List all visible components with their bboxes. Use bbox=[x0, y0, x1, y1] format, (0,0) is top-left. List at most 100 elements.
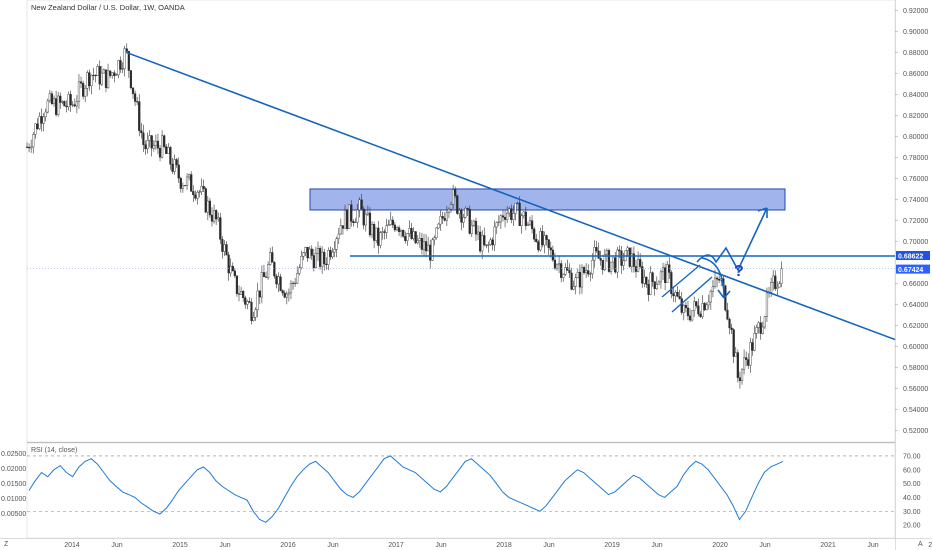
candle-body[interactable] bbox=[614, 257, 617, 273]
candle-body[interactable] bbox=[271, 252, 274, 263]
candle-body[interactable] bbox=[208, 200, 212, 216]
candle-body[interactable] bbox=[470, 225, 473, 234]
candle-body[interactable] bbox=[310, 248, 313, 256]
candle-body[interactable] bbox=[460, 210, 463, 223]
candle-body[interactable] bbox=[34, 123, 37, 135]
candle-body[interactable] bbox=[200, 186, 203, 193]
candle-body[interactable] bbox=[691, 310, 694, 321]
candle-body[interactable] bbox=[661, 267, 665, 273]
candle-body[interactable] bbox=[329, 250, 332, 258]
candle-body[interactable] bbox=[360, 199, 363, 210]
candle-body[interactable] bbox=[749, 342, 752, 366]
candle-body[interactable] bbox=[435, 227, 438, 238]
candle-body[interactable] bbox=[102, 69, 106, 74]
candle-body[interactable] bbox=[337, 233, 340, 239]
candle-body[interactable] bbox=[285, 293, 288, 298]
right-corner-letter[interactable]: A bbox=[918, 541, 923, 548]
resistance-zone[interactable] bbox=[309, 188, 786, 211]
candle-body[interactable] bbox=[250, 302, 253, 321]
candle-body[interactable] bbox=[38, 116, 41, 129]
candle-body[interactable] bbox=[400, 229, 403, 232]
candle-body[interactable] bbox=[325, 263, 328, 265]
candle-body[interactable] bbox=[757, 322, 760, 328]
candle-body[interactable] bbox=[439, 216, 442, 225]
candle-body[interactable] bbox=[129, 70, 133, 89]
candle-body[interactable] bbox=[780, 268, 783, 284]
candle-body[interactable] bbox=[202, 186, 205, 189]
candle-body[interactable] bbox=[298, 267, 301, 274]
projection-arrow-up-path[interactable] bbox=[696, 207, 768, 272]
candle-body[interactable] bbox=[306, 247, 309, 259]
candle-body[interactable] bbox=[52, 98, 56, 104]
candle-body[interactable] bbox=[248, 301, 251, 303]
candle-body[interactable] bbox=[181, 185, 184, 189]
candle-body[interactable] bbox=[510, 208, 513, 220]
channel-lower-line[interactable] bbox=[671, 276, 713, 313]
candle-body[interactable] bbox=[582, 267, 586, 273]
candle-body[interactable] bbox=[90, 74, 93, 87]
candle-body[interactable] bbox=[734, 352, 737, 357]
candle-body[interactable] bbox=[433, 237, 436, 241]
candle-body[interactable] bbox=[169, 147, 172, 165]
candle-body[interactable] bbox=[237, 293, 241, 295]
candle-body[interactable] bbox=[466, 208, 469, 210]
candle-body[interactable] bbox=[680, 298, 683, 313]
candle-body[interactable] bbox=[323, 251, 326, 265]
candle-body[interactable] bbox=[30, 146, 33, 149]
candle-body[interactable] bbox=[410, 228, 413, 239]
candle-body[interactable] bbox=[113, 72, 116, 76]
candle-body[interactable] bbox=[244, 297, 247, 305]
candle-body[interactable] bbox=[591, 260, 594, 275]
candle-body[interactable] bbox=[275, 275, 278, 285]
rsi-pane[interactable] bbox=[26, 442, 896, 539]
candle-body[interactable] bbox=[345, 210, 349, 229]
candle-body[interactable] bbox=[630, 253, 633, 267]
candle-body[interactable] bbox=[726, 309, 729, 320]
candle-body[interactable] bbox=[445, 212, 448, 221]
candle-body[interactable] bbox=[568, 270, 571, 274]
candle-body[interactable] bbox=[212, 210, 216, 222]
candle-body[interactable] bbox=[140, 130, 143, 134]
candle-body[interactable] bbox=[138, 101, 141, 131]
candle-body[interactable] bbox=[476, 231, 480, 235]
candle-body[interactable] bbox=[578, 271, 581, 288]
candle-body[interactable] bbox=[547, 239, 550, 248]
candle-body[interactable] bbox=[491, 239, 494, 246]
candle-body[interactable] bbox=[402, 229, 405, 237]
candle-body[interactable] bbox=[558, 263, 561, 266]
candle-body[interactable] bbox=[177, 164, 180, 179]
candle-body[interactable] bbox=[408, 228, 411, 234]
candle-body[interactable] bbox=[94, 75, 97, 77]
candle-body[interactable] bbox=[352, 221, 355, 223]
candle-body[interactable] bbox=[42, 116, 45, 124]
left-corner-letter[interactable]: Z bbox=[4, 541, 9, 548]
candle-body[interactable] bbox=[258, 290, 261, 298]
candle-body[interactable] bbox=[188, 174, 191, 178]
candle-body[interactable] bbox=[156, 140, 160, 149]
candle-body[interactable] bbox=[755, 327, 758, 334]
candle-body[interactable] bbox=[57, 95, 60, 115]
candle-body[interactable] bbox=[422, 241, 426, 250]
candle-body[interactable] bbox=[745, 357, 748, 360]
candle-body[interactable] bbox=[308, 248, 311, 259]
candle-body[interactable] bbox=[393, 224, 396, 231]
candle-body[interactable] bbox=[92, 74, 95, 76]
candle-body[interactable] bbox=[520, 215, 523, 226]
candle-body[interactable] bbox=[131, 87, 135, 94]
candle-body[interactable] bbox=[526, 223, 530, 226]
candle-body[interactable] bbox=[424, 241, 428, 252]
candle-body[interactable] bbox=[759, 322, 762, 334]
candle-body[interactable] bbox=[763, 316, 766, 328]
candle-body[interactable] bbox=[472, 220, 475, 226]
candle-body[interactable] bbox=[185, 176, 189, 186]
candle-body[interactable] bbox=[152, 145, 155, 149]
candle-body[interactable] bbox=[560, 263, 563, 278]
candle-body[interactable] bbox=[688, 315, 692, 321]
price-axis[interactable]: 0.92000 0.90000 0.88000 0.86000 0.84000 0.820… bbox=[895, 8, 928, 435]
candle-body[interactable] bbox=[389, 219, 392, 225]
candle-body[interactable] bbox=[82, 83, 85, 97]
candle-body[interactable] bbox=[65, 105, 68, 108]
candle-body[interactable] bbox=[497, 221, 500, 223]
candle-body[interactable] bbox=[40, 116, 43, 124]
candle-body[interactable] bbox=[100, 72, 103, 85]
